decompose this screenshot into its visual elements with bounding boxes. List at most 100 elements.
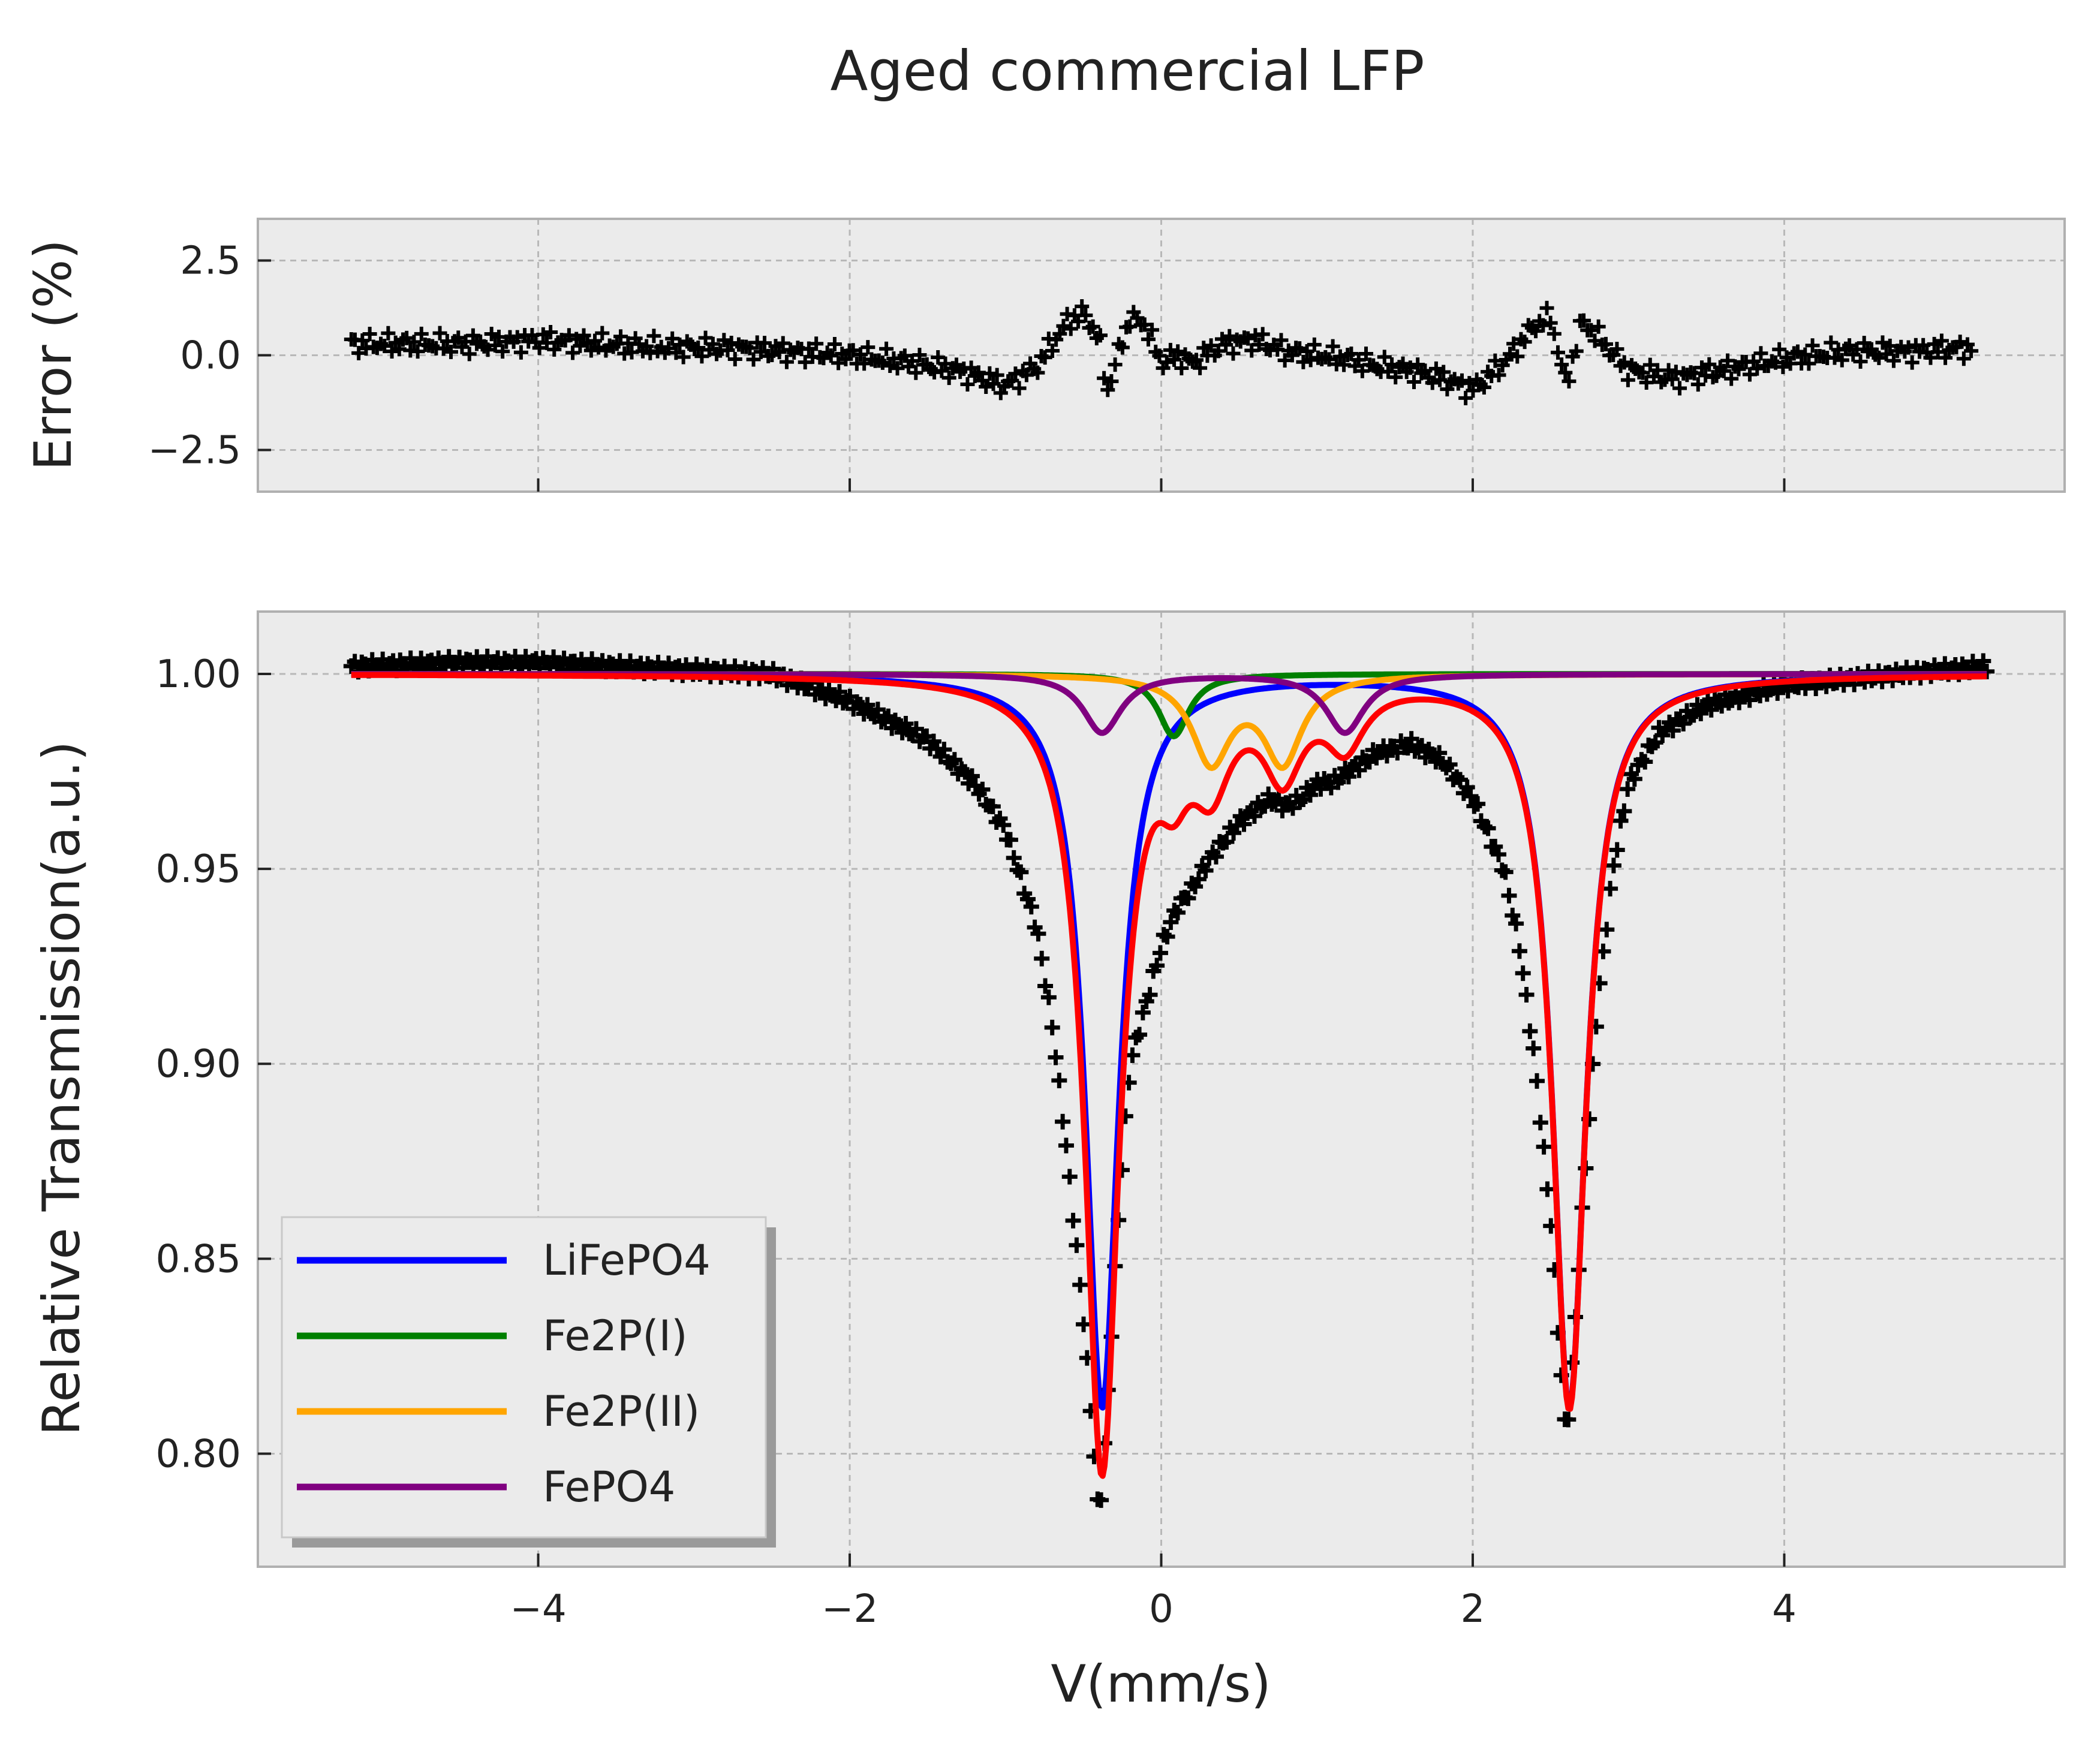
error-data-point [1853,354,1868,369]
error-data-points [344,299,1979,405]
error-data-point [1251,337,1266,352]
spectrum-x-tick-label: −2 [822,1587,878,1631]
error-data-point [432,326,447,341]
error-data-point [407,335,422,350]
error-data-point [691,341,706,355]
error-data-point [1359,346,1374,361]
spectrum-data-point [1626,771,1642,787]
spectrum-data-point [1037,978,1054,994]
error-data-point [1097,371,1112,386]
error-data-point [1104,374,1119,389]
spectrum-data-point [1480,820,1496,836]
spectrum-data-point [1532,1115,1548,1131]
figure-title: Aged commercial LFP [830,39,1424,103]
error-data-point [661,341,676,356]
error-data-point [857,356,872,371]
error-data-point [665,331,680,346]
error-data-point [381,326,396,341]
spectrum-data-point [1508,916,1524,932]
error-data-point [1554,357,1569,372]
error-data-point [1219,338,1233,353]
spectrum-data-point [1061,1169,1078,1185]
error-data-point [1085,319,1100,334]
spectrum-y-tick-label: 0.80 [156,1432,242,1476]
error-data-point [613,329,628,344]
error-data-point [1196,341,1211,356]
legend: LiFePO4 Fe2P(I) Fe2P(II) FePO4 [281,1216,776,1548]
spectrum-data-point [1152,945,1168,961]
spectrum-data-point [1302,787,1318,803]
spectrum-data-point [1190,871,1207,887]
error-data-point [1842,338,1857,353]
error-data-point [705,336,720,351]
error-data-point [757,336,772,351]
error-data-point [436,341,451,356]
error-data-point [1093,328,1108,343]
spectrum-data-point [1539,1181,1556,1197]
spectrum-x-tick-label: 0 [1149,1587,1174,1631]
error-data-point [1045,344,1060,359]
spectrum-data-point [1159,929,1175,945]
error-data-point [643,345,658,360]
error-data-point [1584,323,1599,338]
error-data-point [717,333,732,348]
spectrum-data-point [1208,848,1224,865]
error-data-point [1351,353,1366,368]
error-data-point [1536,318,1551,333]
spectrum-data-point [1616,803,1632,819]
error-data-point [1115,340,1130,355]
error-data-point [1322,352,1337,367]
error-data-point [1930,344,1945,359]
error-data-point [1211,344,1226,359]
spectrum-data-point [1069,1237,1085,1253]
error-data-point [1776,359,1791,374]
error-data-point [1923,350,1938,365]
legend-label: LiFePO4 [543,1236,711,1285]
error-data-point [1108,357,1123,372]
spectrum-x-tick-label: 4 [1772,1587,1797,1631]
spectrum-data-point [1340,769,1356,785]
error-data-point [1952,335,1967,350]
spectrum-x-tick-labels: −4 −2 0 2 4 [510,1587,1796,1631]
error-data-point [742,341,757,356]
error-data-point [1222,329,1237,344]
error-data-point [720,343,735,358]
error-data-point [905,353,920,368]
error-data-point [1167,352,1182,367]
error-data-point [1927,336,1942,351]
error-data-point [1458,390,1473,405]
error-data-point [495,344,510,359]
spectrum-data-point [1180,890,1196,907]
spectrum-data-point [946,752,962,768]
error-data-point [1193,360,1208,375]
error-data-point [698,330,713,345]
error-data-point [1609,342,1624,357]
error-data-point [1569,344,1584,359]
spectrum-data-point [1975,653,1991,669]
error-data-point [1274,333,1289,348]
error-data-point [1395,356,1410,371]
spectrum-data-point [985,798,1001,814]
spectrum-data-point [1665,723,1681,739]
error-data-point [1879,347,1894,362]
error-panel: 2.5 0.0 −2.5 Error (%) [23,218,2066,493]
error-data-point [1174,360,1189,375]
error-data-point [1056,318,1071,333]
error-data-point [1030,365,1045,380]
error-data-point [1019,368,1034,383]
error-data-point [1591,319,1606,334]
error-data-point [1255,327,1270,342]
spectrum-data-point [1030,926,1046,942]
error-data-point [1801,356,1816,371]
spectrum-data-point [1023,899,1039,915]
error-data-point [1672,381,1687,396]
error-data-point [753,344,768,359]
spectrum-y-tick-label: 1.00 [156,652,242,697]
spectrum-data-point [1236,816,1252,832]
error-data-point [1587,333,1602,348]
spectrum-data-point [1431,745,1448,761]
error-data-point [1790,344,1805,359]
error-data-point [986,377,1001,392]
spectrum-data-point [1132,1026,1148,1043]
